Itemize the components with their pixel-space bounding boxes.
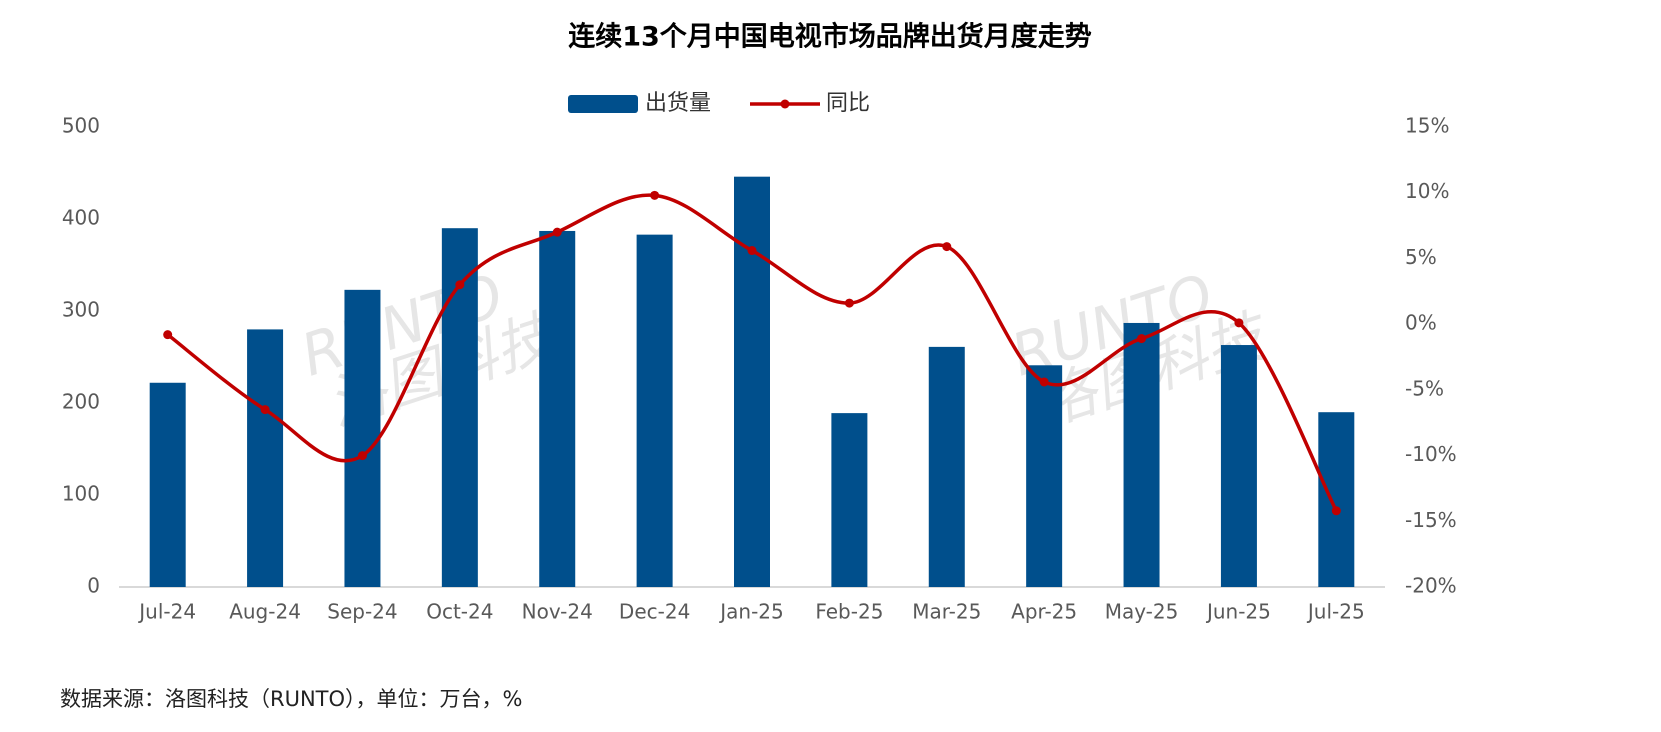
y2-tick-label: 15% [1405,114,1449,138]
source-note: 数据来源：洛图科技（RUNTO），单位：万台，% [60,687,522,711]
line-marker [942,242,952,252]
y-tick-label: 500 [62,114,100,138]
bar [734,176,770,587]
chart-title: 连续13个月中国电视市场品牌出货月度走势 [568,21,1092,53]
x-tick-label: Oct-24 [426,600,493,624]
line-marker [1331,506,1341,516]
x-tick-label: Jul-24 [137,600,196,624]
x-tick-label: May-25 [1105,600,1179,624]
y-tick-label: 0 [87,574,100,598]
bar [928,346,965,587]
x-tick-label: Nov-24 [522,600,593,624]
y2-tick-label: 10% [1405,179,1449,203]
x-tick-label: Mar-25 [912,600,981,624]
bar [636,234,673,587]
y2-tick-label: -5% [1405,376,1444,400]
bar [539,230,576,587]
y-tick-label: 100 [62,482,100,506]
line-marker [844,298,854,308]
x-tick-label: Feb-25 [815,600,883,624]
bar [247,329,284,587]
y2-tick-label: 5% [1405,245,1437,269]
bar [344,289,381,587]
line-marker [455,280,465,290]
line-marker [357,451,367,461]
x-tick-label: Jul-25 [1306,600,1365,624]
y-tick-label: 400 [62,206,100,230]
legend-label: 出货量 [645,91,711,116]
x-tick-label: Jun-25 [1205,600,1271,624]
line-marker [650,190,660,200]
x-tick-label: Apr-25 [1011,600,1077,624]
x-tick-label: Dec-24 [619,600,690,624]
y2-tick-label: -15% [1405,508,1457,532]
bar [831,413,868,587]
line-marker [747,246,757,256]
x-tick-label: Jan-25 [718,600,784,624]
line-marker [1137,334,1147,344]
bar [1318,412,1355,587]
y2-tick-label: -10% [1405,442,1457,466]
y-tick-label: 200 [62,390,100,414]
legend-swatch [568,95,638,113]
y2-tick-label: 0% [1405,311,1437,335]
bar [1220,345,1257,587]
y-tick-label: 300 [62,298,100,322]
legend-label: 同比 [826,91,870,116]
line-marker [552,227,562,237]
bar [1123,322,1160,587]
bar [149,382,186,587]
legend-swatch [780,99,790,109]
x-tick-label: Sep-24 [327,600,397,624]
x-tick-label: Aug-24 [229,600,301,624]
line-marker [1039,377,1049,387]
y2-tick-label: -20% [1405,574,1457,598]
line-marker [1234,318,1244,328]
line-marker [163,330,173,340]
line-marker [260,405,270,415]
bar [1026,365,1063,587]
